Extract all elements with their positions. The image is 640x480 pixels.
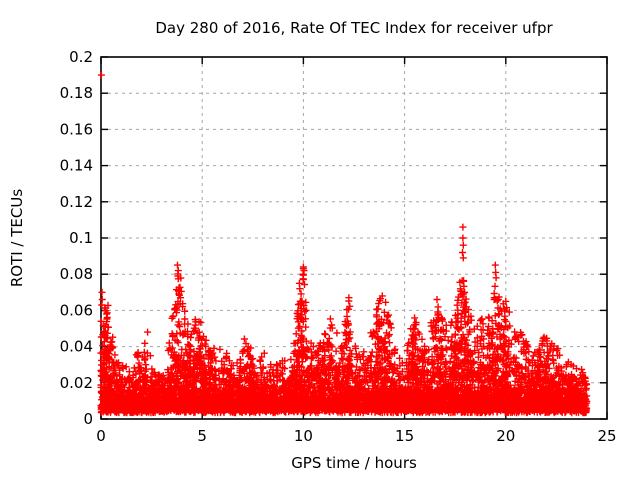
y-tick-label: 0 — [83, 410, 93, 428]
tick-labels: 0 5 10 15 20 25 0 0.02 0.04 0.06 0.08 0.1 0.12 0.14 0.… — [60, 48, 617, 445]
chart-title: Day 280 of 2016, Rate Of TEC Index for r… — [155, 19, 553, 37]
x-tick-label: 15 — [395, 427, 414, 445]
x-tick-label: 5 — [197, 427, 207, 445]
y-tick-label: 0.2 — [69, 48, 93, 66]
roti-data-points — [97, 71, 591, 417]
y-tick-label: 0.06 — [60, 301, 93, 319]
x-tick-label: 10 — [294, 427, 313, 445]
y-tick-label: 0.18 — [60, 84, 93, 102]
y-axis-label: ROTI / TECUs — [8, 189, 26, 287]
x-tick-label: 20 — [496, 427, 515, 445]
y-tick-label: 0.02 — [60, 374, 93, 392]
y-tick-label: 0.16 — [60, 120, 93, 138]
y-tick-label: 0.08 — [60, 265, 93, 283]
y-tick-label: 0.1 — [69, 229, 93, 247]
y-tick-label: 0.04 — [60, 338, 93, 356]
x-axis-label: GPS time / hours — [291, 454, 417, 472]
y-tick-label: 0.14 — [60, 157, 93, 175]
x-tick-label: 25 — [597, 427, 616, 445]
x-tick-label: 0 — [96, 427, 106, 445]
y-tick-label: 0.12 — [60, 193, 93, 211]
scatter-points — [97, 71, 591, 417]
